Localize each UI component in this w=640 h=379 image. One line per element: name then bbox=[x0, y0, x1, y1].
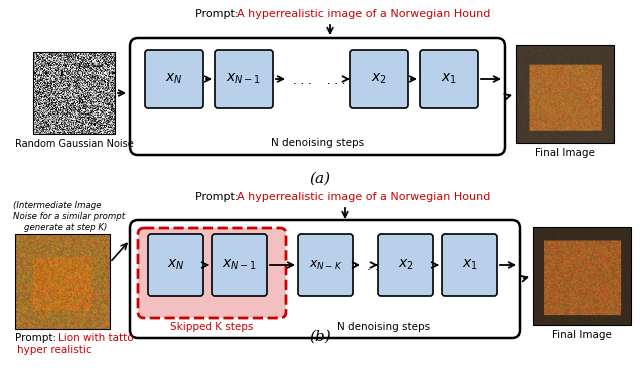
Bar bbox=[33, 52, 115, 134]
FancyBboxPatch shape bbox=[130, 38, 505, 155]
Text: $x_2$: $x_2$ bbox=[371, 72, 387, 86]
Text: Final Image: Final Image bbox=[535, 148, 595, 158]
Text: Random Gaussian Noise: Random Gaussian Noise bbox=[15, 139, 133, 149]
FancyBboxPatch shape bbox=[298, 234, 353, 296]
FancyBboxPatch shape bbox=[378, 234, 433, 296]
Text: $x_1$: $x_1$ bbox=[441, 72, 457, 86]
Text: . . .    . . .: . . . . . . bbox=[293, 74, 346, 86]
Text: N denoising steps: N denoising steps bbox=[271, 138, 364, 148]
FancyBboxPatch shape bbox=[215, 50, 273, 108]
Text: Prompt:: Prompt: bbox=[15, 333, 60, 343]
FancyBboxPatch shape bbox=[420, 50, 478, 108]
Text: Prompt:: Prompt: bbox=[195, 192, 242, 202]
FancyBboxPatch shape bbox=[350, 50, 408, 108]
Text: Lion with tatto: Lion with tatto bbox=[58, 333, 134, 343]
Bar bbox=[516, 45, 614, 143]
Text: Prompt:: Prompt: bbox=[195, 9, 242, 19]
FancyBboxPatch shape bbox=[138, 228, 286, 318]
Text: $x_{N-1}$: $x_{N-1}$ bbox=[222, 258, 257, 272]
Text: $x_{N-K}$: $x_{N-K}$ bbox=[309, 258, 342, 271]
Text: A hyperrealistic image of a Norwegian Hound: A hyperrealistic image of a Norwegian Ho… bbox=[237, 192, 490, 202]
Text: $x_{N-1}$: $x_{N-1}$ bbox=[227, 72, 262, 86]
Text: hyper realistic: hyper realistic bbox=[17, 345, 92, 355]
Text: (b): (b) bbox=[309, 330, 331, 344]
FancyBboxPatch shape bbox=[130, 220, 520, 338]
Text: A hyperrealistic image of a Norwegian Hound: A hyperrealistic image of a Norwegian Ho… bbox=[237, 9, 490, 19]
Text: (Intermediate Image
Noise for a similar prompt
    generate at step K): (Intermediate Image Noise for a similar … bbox=[13, 201, 125, 232]
Text: . .: . . bbox=[367, 260, 379, 273]
Text: Final Image: Final Image bbox=[552, 330, 612, 340]
Bar bbox=[15, 234, 110, 329]
FancyBboxPatch shape bbox=[145, 50, 203, 108]
Text: Skipped K steps: Skipped K steps bbox=[170, 322, 253, 332]
Text: $x_N$: $x_N$ bbox=[165, 72, 183, 86]
Text: $x_N$: $x_N$ bbox=[166, 258, 184, 272]
Bar bbox=[533, 227, 631, 325]
Text: $x_1$: $x_1$ bbox=[461, 258, 477, 272]
FancyBboxPatch shape bbox=[442, 234, 497, 296]
Text: $x_2$: $x_2$ bbox=[397, 258, 413, 272]
Text: (a): (a) bbox=[309, 172, 331, 186]
Text: N denoising steps: N denoising steps bbox=[337, 322, 430, 332]
FancyBboxPatch shape bbox=[212, 234, 267, 296]
FancyBboxPatch shape bbox=[148, 234, 203, 296]
